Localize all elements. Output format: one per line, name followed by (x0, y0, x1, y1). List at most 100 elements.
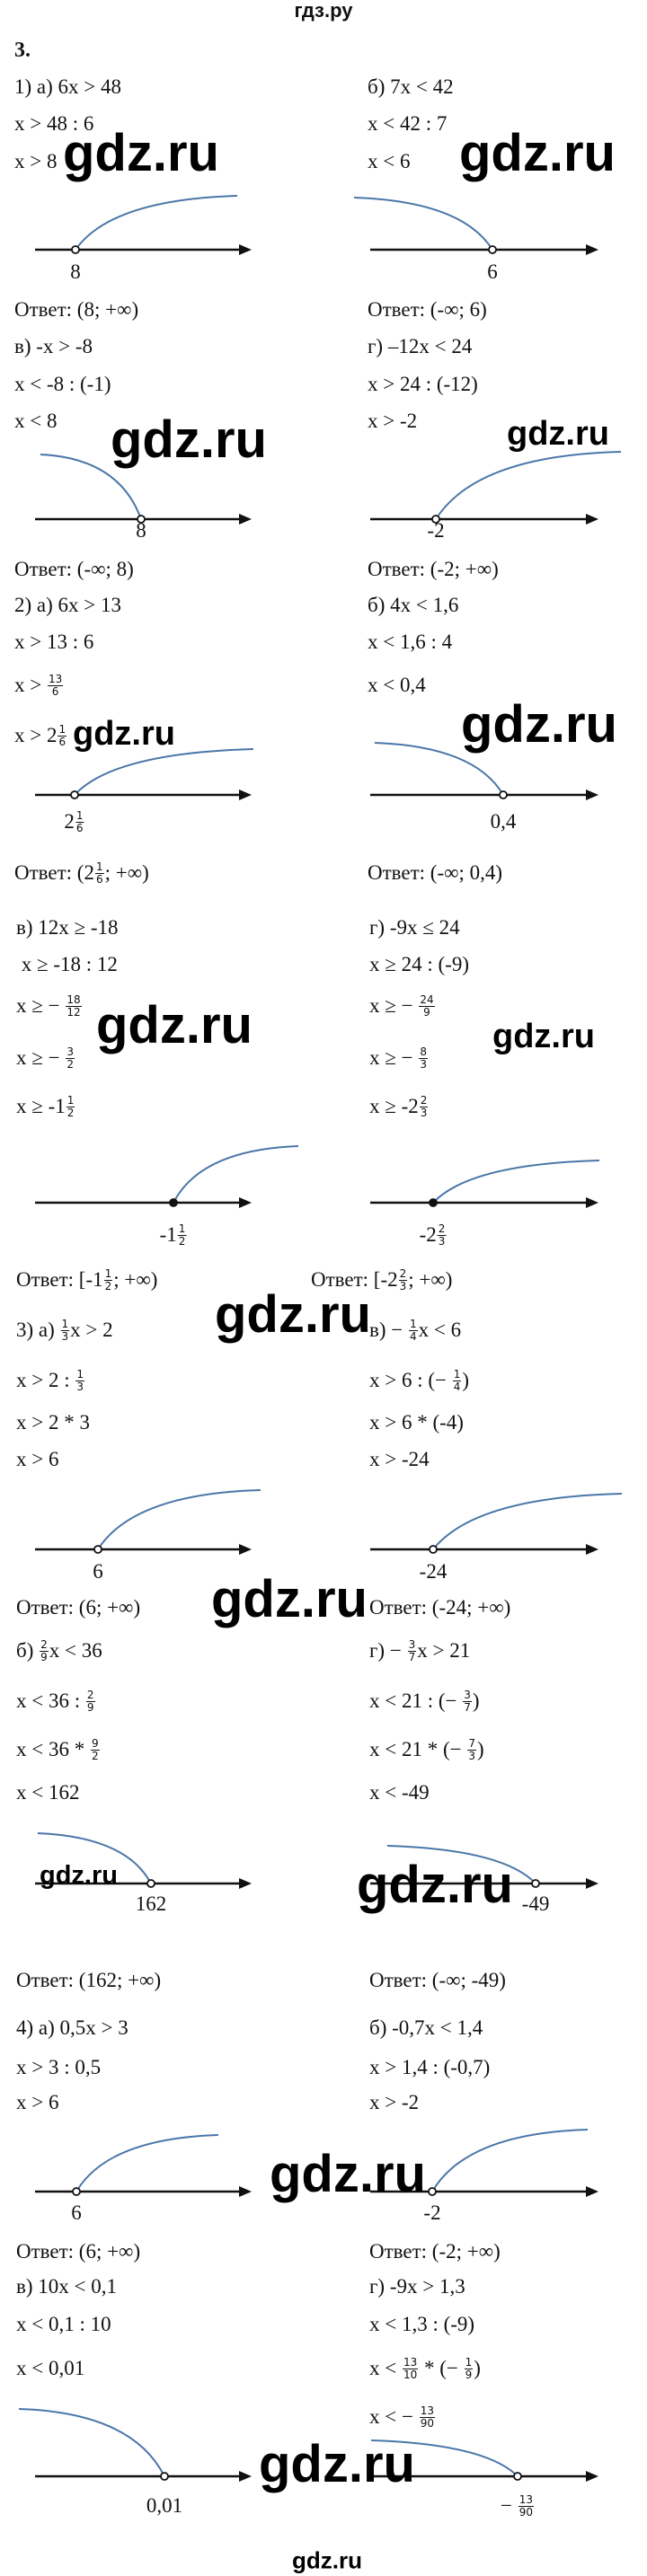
text-run: x < 0,1 : 10 (16, 2313, 111, 2335)
answer-line: Ответ: (162; +∞) (16, 1968, 161, 1993)
denominator: 3 (399, 1279, 407, 1292)
numerator: 1 (75, 1367, 85, 1381)
text-run: x < 1,3 : (-9) (369, 2313, 475, 2335)
denominator: 6 (95, 872, 103, 886)
text-run: x > -24 (369, 1448, 430, 1470)
text-run: x > 3 : 0,5 (16, 2056, 102, 2078)
point-label: -1 1 2 (160, 1222, 188, 1248)
denominator: 3 (420, 1057, 427, 1071)
answer-line: Ответ: (6; +∞) (16, 1595, 140, 1620)
watermark-logo: gdz.ru (507, 415, 609, 454)
text-run: x > 2 (70, 1319, 113, 1341)
site-header: гдз.ру (294, 0, 353, 22)
solution-curve (386, 1845, 536, 1884)
text-run: -24 (419, 1560, 448, 1583)
open-point-marker (431, 515, 440, 524)
denominator: 9 (465, 2368, 473, 2381)
axis-arrow-icon (586, 2471, 598, 2482)
denominator: 2 (91, 1749, 99, 1762)
text-run: x < 6 (368, 150, 411, 172)
text-run: x > 6 * (-4) (369, 1411, 464, 1434)
numerator: 2 (40, 1637, 49, 1652)
open-point-marker (428, 2187, 437, 2196)
text-run: Ответ: (-2; +∞) (368, 558, 499, 580)
text-run: 0,01 (146, 2494, 183, 2517)
equation-line: б) -0,7x < 1,4 (369, 2016, 483, 2041)
solution-curve (353, 197, 493, 251)
axis-arrow-icon (239, 1544, 252, 1555)
text-run: -2 (419, 1223, 437, 1246)
text-run: x < 0,01 (16, 2357, 85, 2379)
point-label: 8 (136, 518, 146, 543)
denominator: 2 (178, 1234, 186, 1248)
numerator: 13 (402, 2355, 419, 2369)
denominator: 9 (86, 1700, 94, 1714)
equation-line: x > -24 (369, 1447, 430, 1472)
equation-line: 2) а) 6x > 13 (14, 593, 121, 618)
equation-line: x ≥ − 18 12 (16, 993, 83, 1019)
numerator: 2 (398, 1266, 408, 1281)
equation-line: x > 24 : (-12) (368, 372, 478, 397)
text-run: x > 24 : (-12) (368, 373, 478, 395)
denominator: 2 (104, 1279, 112, 1292)
solution-curve (432, 1493, 623, 1550)
numerator: 24 (419, 992, 435, 1007)
numerator: 1 (409, 1317, 418, 1331)
watermark-logo: gdz.ru (270, 2145, 426, 2204)
text-run: x > -2 (368, 410, 418, 432)
numerator: 1 (452, 1367, 462, 1381)
numerator: 18 (66, 992, 82, 1007)
equation-line: x > 1,4 : (-0,7) (369, 2055, 490, 2080)
text-run: ) (472, 1689, 480, 1712)
solution-curve (75, 195, 238, 251)
point-label: 0,4 (491, 809, 517, 834)
axis-arrow-icon (586, 1197, 598, 1208)
text-run: x > (14, 674, 47, 696)
fraction: 13 6 (47, 673, 64, 698)
text-run: Ответ: [-1 (16, 1268, 103, 1291)
text-run: -1 (159, 1223, 177, 1246)
denominator: 2 (66, 1057, 74, 1071)
equation-line: x > 13 : 6 (14, 630, 93, 655)
equation-line: x > 6 : (− 1 4) (369, 1368, 469, 1393)
fraction: 13 90 (419, 2404, 435, 2430)
solution-curve (40, 454, 142, 520)
point-label: -2 2 3 (420, 1222, 448, 1248)
equation-line: x < 21 : (− 3 7) (369, 1689, 480, 1714)
answer-line: Ответ: [-1 1 2; +∞) (16, 1267, 157, 1292)
text-run: x > 6 : (− (369, 1369, 452, 1391)
equation-line: x < 13 10 * (− 1 9) (369, 2356, 481, 2381)
point-label: 6 (93, 1559, 103, 1584)
text-run: в) -x > -8 (14, 335, 93, 357)
equation-line: г) –12x < 24 (368, 334, 472, 359)
text-run: б) 7x < 42 (368, 75, 454, 98)
text-run: Ответ: (-∞; 0,4) (368, 861, 503, 884)
numerator: 1 (94, 860, 104, 874)
denominator: 4 (453, 1380, 461, 1393)
equation-line: x > 6 (16, 1447, 58, 1472)
axis-arrow-icon (239, 1878, 252, 1889)
numerator: 9 (90, 1736, 100, 1751)
equation-line: в) -x > -8 (14, 334, 93, 359)
axis-arrow-icon (239, 244, 252, 255)
watermark-logo: gdz.ru (459, 124, 616, 183)
solution-curve (435, 451, 622, 520)
text-run: 4) а) 0,5x > 3 (16, 2016, 129, 2039)
answer-line: Ответ: (-24; +∞) (369, 1595, 510, 1620)
text-run: Ответ: (162; +∞) (16, 1969, 162, 1991)
text-run: ; +∞) (113, 1268, 158, 1291)
text-run: 162 (135, 1892, 167, 1915)
numerator: 2 (85, 1688, 95, 1702)
denominator: 6 (58, 735, 66, 748)
point-label: − 13 90 (501, 2493, 535, 2519)
